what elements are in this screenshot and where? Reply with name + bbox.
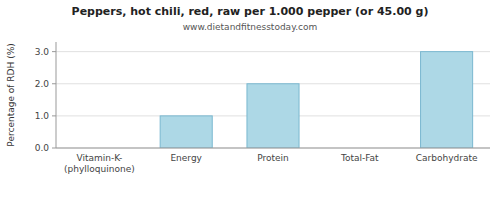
x-tick-label: Total-Fat xyxy=(340,153,379,163)
x-axis: Vitamin-K-(phylloquinone) Energy Protein To… xyxy=(64,153,478,174)
y-tick-label: 0.0 xyxy=(35,143,50,153)
x-tick-label-line: Total-Fat xyxy=(340,153,379,163)
y-tick-label: 2.0 xyxy=(35,79,50,89)
y-tick xyxy=(52,148,56,149)
y-tick xyxy=(52,115,56,116)
bar xyxy=(421,52,473,148)
x-tick-label: Protein xyxy=(257,153,289,163)
grid-line xyxy=(56,148,490,149)
chart-container: Peppers, hot chili, red, raw per 1.000 p… xyxy=(0,0,500,200)
x-axis-line xyxy=(56,148,490,149)
x-tick-label-line: Energy xyxy=(170,153,202,163)
x-tick-label-line: (phylloquinone) xyxy=(64,164,135,174)
subtitle: www.dietandfitnesstoday.com xyxy=(183,22,318,32)
x-tick-label: Energy xyxy=(170,153,202,163)
x-tick-label-line: Protein xyxy=(257,153,289,163)
bar xyxy=(160,116,212,148)
x-tick-label-line: Carbohydrate xyxy=(416,153,478,163)
y-axis-line xyxy=(56,42,57,148)
bars xyxy=(160,52,472,148)
bar xyxy=(247,84,299,148)
y-axis: 0.0 1.0 2.0 3.0 xyxy=(35,47,490,153)
title: Peppers, hot chili, red, raw per 1.000 p… xyxy=(72,5,429,18)
x-tick-label-line: Vitamin-K- xyxy=(76,153,122,163)
x-tick-label: Vitamin-K-(phylloquinone) xyxy=(64,153,135,174)
y-tick-label: 3.0 xyxy=(35,47,50,57)
y-axis-label: Percentage of RDH (%) xyxy=(6,43,16,146)
chart-svg: Peppers, hot chili, red, raw per 1.000 p… xyxy=(0,0,500,200)
y-tick-label: 1.0 xyxy=(35,111,50,121)
x-tick-label: Carbohydrate xyxy=(416,153,478,163)
y-tick xyxy=(52,51,56,52)
y-tick xyxy=(52,83,56,84)
